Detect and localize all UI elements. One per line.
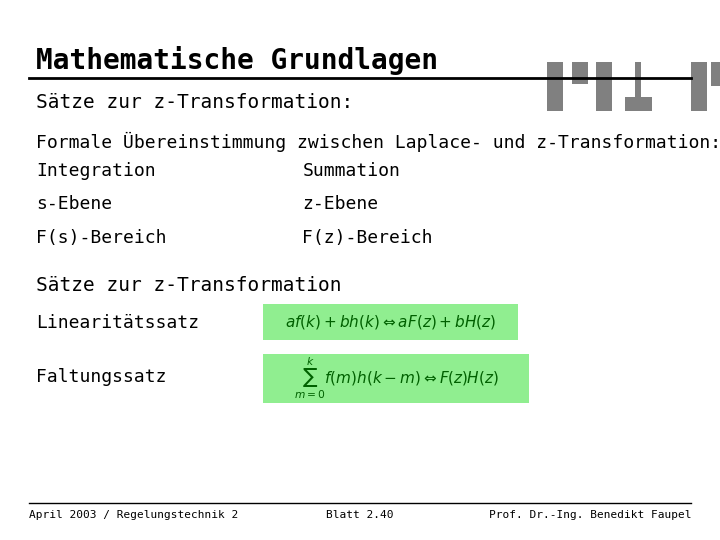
Text: Prof. Dr.-Ing. Benedikt Faupel: Prof. Dr.-Ing. Benedikt Faupel [489, 510, 691, 520]
Text: z-Ebene: z-Ebene [302, 195, 379, 213]
Text: $af(k)+bh(k)\Leftrightarrow aF(z)+bH(z)$: $af(k)+bh(k)\Leftrightarrow aF(z)+bH(z)$ [285, 313, 496, 331]
Text: Summation: Summation [302, 162, 400, 180]
FancyBboxPatch shape [263, 354, 529, 403]
Text: F(s)-Bereich: F(s)-Bereich [36, 229, 166, 247]
FancyBboxPatch shape [711, 62, 720, 86]
FancyBboxPatch shape [547, 62, 563, 111]
Text: F(z)-Bereich: F(z)-Bereich [302, 229, 433, 247]
Text: Sätze zur z-Transformation: Sätze zur z-Transformation [36, 276, 341, 295]
Text: Linearitätssatz: Linearitätssatz [36, 314, 199, 332]
Text: Integration: Integration [36, 162, 156, 180]
Text: s-Ebene: s-Ebene [36, 195, 112, 213]
FancyBboxPatch shape [691, 62, 707, 111]
FancyBboxPatch shape [625, 97, 652, 111]
Text: Blatt 2.40: Blatt 2.40 [326, 510, 394, 520]
Text: Faltungssatz: Faltungssatz [36, 368, 166, 386]
Text: Sätze zur z-Transformation:: Sätze zur z-Transformation: [36, 93, 354, 112]
FancyBboxPatch shape [572, 62, 588, 84]
FancyBboxPatch shape [263, 304, 518, 340]
Text: Mathematische Grundlagen: Mathematische Grundlagen [36, 46, 438, 75]
FancyBboxPatch shape [596, 62, 612, 111]
Text: $\sum_{m=0}^{k}f(m)h(k-m)\Leftrightarrow F(z)H(z)$: $\sum_{m=0}^{k}f(m)h(k-m)\Leftrightarrow… [294, 356, 498, 401]
Text: Formale Übereinstimmung zwischen Laplace- und z-Transformation:: Formale Übereinstimmung zwischen Laplace… [36, 132, 720, 152]
FancyBboxPatch shape [635, 62, 642, 111]
Text: April 2003 / Regelungstechnik 2: April 2003 / Regelungstechnik 2 [29, 510, 238, 520]
